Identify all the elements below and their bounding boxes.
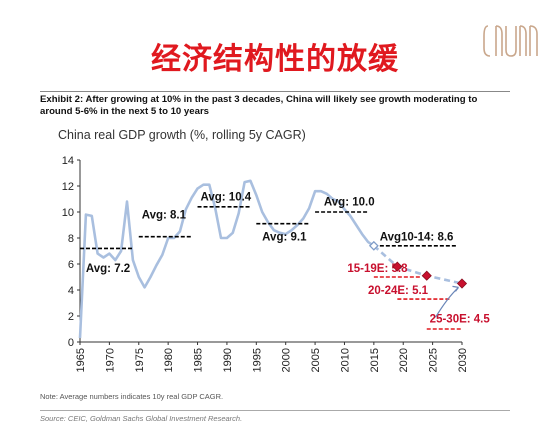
x-tick-label: 1995 [251,348,263,372]
x-tick-label: 2010 [339,348,351,372]
chart-title: China real GDP growth (%, rolling 5y CAG… [58,128,306,142]
divider [40,91,510,92]
brand-logo-icon [483,25,538,57]
data-point-marker [368,240,379,251]
slide-title: 经济结构性的放缓 [151,42,399,77]
y-tick-label: 12 [62,181,74,193]
y-tick-label: 10 [62,207,74,219]
y-tick-label: 2 [68,311,74,323]
chart-note: Note: Average numbers indicates 10y real… [40,392,224,401]
x-tick-label: 2015 [369,348,381,372]
x-tick-label: 1980 [163,348,175,372]
gdp-growth-line [78,179,375,339]
average-label: 15-19E: 5.8 [347,263,408,275]
x-tick-label: 2000 [281,348,293,372]
x-tick-label: 1965 [75,348,87,372]
x-tick-label: 2030 [457,348,469,372]
x-tick-label: 2025 [428,348,440,372]
average-label: Avg10-14: 8.6 [380,232,454,244]
average-label: 25-30E: 4.5 [430,314,491,326]
average-label: Avg: 7.2 [86,263,130,275]
average-label: Avg: 8.1 [142,210,187,222]
forecast-line [372,244,463,285]
exhibit-caption: Exhibit 2: After growing at 10% in the p… [40,94,478,117]
average-label: Avg: 9.1 [262,232,307,244]
x-tick-label: 1970 [104,348,116,372]
x-tick-label: 1975 [134,348,146,372]
average-label: Avg: 10.0 [324,197,375,209]
y-tick-label: 6 [68,259,74,271]
x-tick-label: 2020 [398,348,410,372]
arrow-head-icon [452,285,459,292]
forecast-point-marker [456,278,468,289]
source-note: Source: CEIC, Goldman Sachs Global Inves… [40,414,243,423]
y-tick-label: 14 [62,155,74,167]
x-tick-label: 1985 [193,348,205,372]
divider [40,410,510,411]
x-tick-label: 1990 [222,348,234,372]
y-tick-label: 0 [68,337,74,349]
average-label: 20-24E: 5.1 [368,285,429,297]
x-tick-label: 2005 [310,348,322,372]
y-tick-label: 4 [68,285,74,297]
average-label: Avg: 10.4 [200,191,251,203]
forecast-point-marker [392,261,403,272]
y-tick-label: 8 [68,233,74,245]
forecast-point-marker [421,270,432,281]
